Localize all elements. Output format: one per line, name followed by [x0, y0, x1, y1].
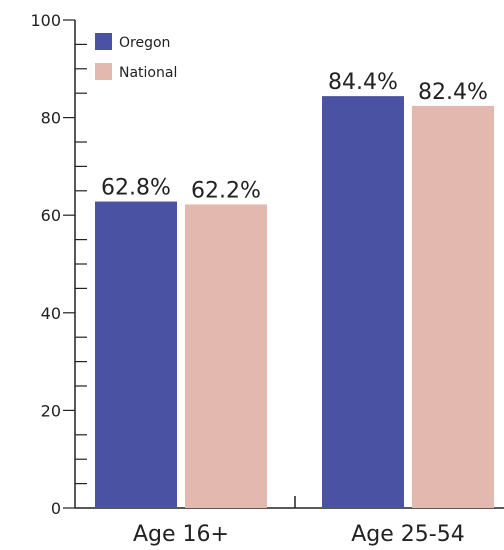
data-labels: 62.8% 84.4% 62.2% 82.4% [101, 70, 488, 203]
bar-oregon-1 [322, 96, 404, 509]
data-label: 62.8% [101, 176, 171, 201]
x-category-label: Age 16+ [133, 522, 229, 547]
bar-national-0 [185, 204, 267, 509]
legend-label-national: National [119, 65, 177, 81]
y-tick-label: 80 [41, 109, 61, 128]
x-category-label: Age 25-54 [351, 522, 464, 547]
axes: 0 20 40 60 80 100 Age 16+ Age 25-54 [30, 11, 504, 547]
bar-national-1 [412, 105, 494, 508]
bars [95, 96, 494, 509]
legend-label-oregon: Oregon [119, 35, 170, 51]
y-tick-label: 20 [41, 401, 61, 420]
data-label: 62.2% [191, 178, 261, 203]
legend-swatch-oregon [95, 33, 112, 50]
bar-oregon-0 [95, 201, 177, 508]
data-label: 82.4% [418, 80, 488, 105]
data-label: 84.4% [328, 70, 398, 95]
y-tick-label: 0 [51, 499, 61, 518]
legend: Oregon National [95, 33, 177, 81]
y-tick-label: 60 [41, 206, 61, 225]
y-tick-label: 40 [41, 304, 61, 323]
legend-swatch-national [95, 63, 112, 80]
y-tick-label: 100 [30, 11, 61, 30]
